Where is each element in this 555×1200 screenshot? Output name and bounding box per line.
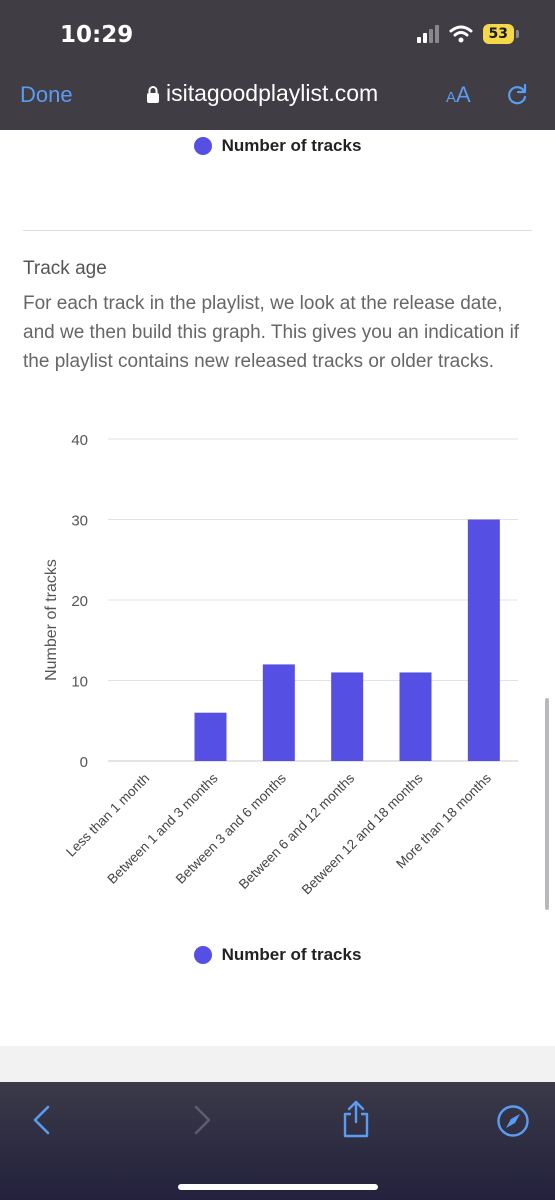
x-tick-label: Between 12 and 18 months <box>299 770 426 897</box>
url-field[interactable]: isitagoodplaylist.com <box>146 80 378 107</box>
legend-label: Number of tracks <box>221 136 362 155</box>
lock-icon <box>147 85 159 103</box>
bar <box>399 672 432 761</box>
page-footer-band <box>0 1046 555 1082</box>
bar <box>331 672 364 761</box>
forward-icon[interactable] <box>190 1104 214 1136</box>
x-tick-label: Between 3 and 6 months <box>173 770 289 886</box>
bar <box>194 712 227 761</box>
text-size-small: A <box>446 89 457 106</box>
legend-track-age: Number of tracks <box>0 945 555 965</box>
reload-icon[interactable] <box>504 82 530 108</box>
bar <box>467 519 500 761</box>
browser-bottom-toolbar <box>0 1082 555 1200</box>
y-axis-title: Number of tracks <box>43 559 60 681</box>
status-icons: 53 <box>416 24 519 44</box>
bar <box>262 664 295 761</box>
y-tick-label: 40 <box>71 432 88 449</box>
home-indicator <box>178 1184 378 1190</box>
back-icon[interactable] <box>30 1104 54 1136</box>
battery-icon: 53 <box>482 24 519 44</box>
legend-dot <box>193 946 212 964</box>
y-tick-label: 30 <box>71 513 88 530</box>
legend-previous-chart: Number of tracks <box>0 136 555 156</box>
legend-label: Number of tracks <box>221 945 362 964</box>
y-tick-label: 0 <box>80 754 88 771</box>
share-icon[interactable] <box>340 1100 372 1138</box>
x-tick-label: Between 6 and 12 months <box>236 770 358 892</box>
text-size-button[interactable]: AA <box>446 82 471 108</box>
text-size-large: A <box>456 82 471 107</box>
y-tick-label: 20 <box>71 593 88 610</box>
url-text: isitagoodplaylist.com <box>166 80 379 106</box>
browser-top-bar: 10:29 53 Done isitagoodplaylist.com AA <box>0 0 555 130</box>
x-tick-label: Between 1 and 3 months <box>104 770 220 886</box>
section-description: For each track in the playlist, we look … <box>23 293 520 372</box>
section-title: Track age <box>23 258 107 279</box>
done-button[interactable]: Done <box>20 82 73 107</box>
wifi-icon <box>449 25 473 43</box>
status-time: 10:29 <box>60 22 134 48</box>
battery-level: 53 <box>482 24 514 44</box>
cellular-signal-icon <box>416 25 439 43</box>
scrollbar[interactable] <box>545 698 549 910</box>
compass-icon[interactable] <box>496 1104 530 1138</box>
section-divider <box>23 230 532 231</box>
legend-dot <box>193 137 212 155</box>
y-tick-label: 10 <box>71 674 88 691</box>
